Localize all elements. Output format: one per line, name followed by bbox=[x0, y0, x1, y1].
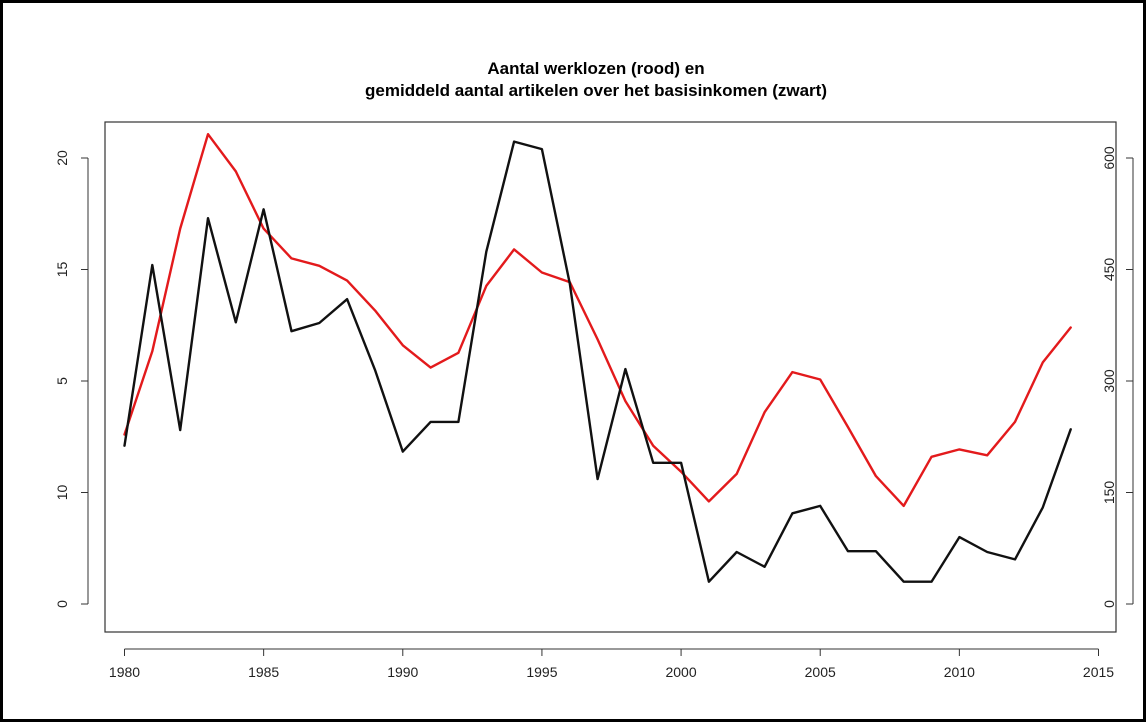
x-tick-label: 2015 bbox=[1083, 664, 1114, 680]
y-axis-right: 0 150 300 450 600 bbox=[1101, 146, 1134, 608]
x-tick-label: 1995 bbox=[526, 664, 557, 680]
x-tick-label: 1980 bbox=[109, 664, 140, 680]
left-tick-label: 5 bbox=[54, 377, 70, 385]
series-layer bbox=[123, 132, 1072, 583]
red-series-line bbox=[123, 132, 1072, 508]
chart-title-line-1: Aantal werklozen (rood) en bbox=[487, 59, 705, 78]
left-tick-label: 15 bbox=[54, 262, 70, 278]
left-tick-label: 20 bbox=[54, 150, 70, 166]
right-tick-label: 600 bbox=[1101, 146, 1117, 170]
right-tick-label: 0 bbox=[1101, 600, 1117, 608]
x-tick-label: 2000 bbox=[665, 664, 696, 680]
plot-area-box bbox=[104, 121, 1117, 633]
x-tick-label: 2010 bbox=[944, 664, 975, 680]
black-series-line bbox=[123, 140, 1072, 583]
x-tick-label: 1990 bbox=[387, 664, 418, 680]
chart-title-line-2: gemiddeld aantal artikelen over het basi… bbox=[365, 81, 827, 100]
x-axis: 1980 1985 1990 1995 2000 2005 2010 2015 bbox=[109, 648, 1114, 680]
right-tick-label: 150 bbox=[1101, 481, 1117, 505]
right-tick-label: 300 bbox=[1101, 369, 1117, 393]
x-tick-label: 1985 bbox=[248, 664, 279, 680]
left-tick-label: 0 bbox=[54, 600, 70, 608]
x-tick-label: 2005 bbox=[805, 664, 836, 680]
left-tick-label: 10 bbox=[54, 485, 70, 501]
right-tick-label: 450 bbox=[1101, 258, 1117, 282]
chart-title: Aantal werklozen (rood) en gemiddeld aan… bbox=[0, 58, 1146, 102]
y-axis-left: 0 10 5 15 20 bbox=[54, 150, 89, 608]
